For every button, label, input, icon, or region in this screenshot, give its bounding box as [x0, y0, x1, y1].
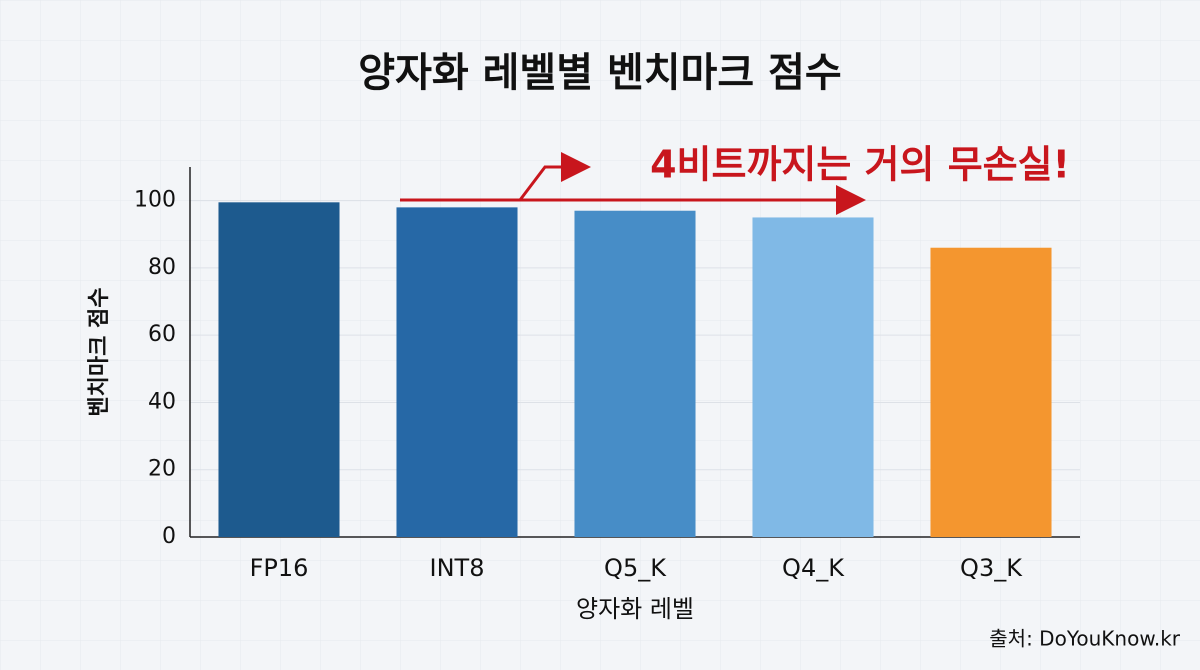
y-tick-label: 60 — [148, 322, 176, 347]
y-tick-label: 80 — [148, 255, 176, 280]
bar — [396, 207, 518, 537]
y-tick-label: 40 — [148, 389, 176, 414]
y-axis-label: 벤치마크 점수 — [87, 287, 112, 416]
x-tick-label: Q5_K — [604, 554, 667, 582]
x-tick-label: Q3_K — [960, 554, 1023, 582]
y-tick-label: 0 — [162, 524, 176, 549]
bar — [574, 210, 696, 537]
annotation: 4비트까지는 거의 무손실! — [650, 143, 1070, 187]
x-tick-label: INT8 — [430, 554, 485, 582]
plot: 0 20 40 60 80 100 FP16 INT8 Q5_K Q4_K Q3_K — [134, 167, 1080, 582]
chart-title: 양자화 레벨별 벤치마크 점수 — [358, 50, 841, 96]
x-tick-label: Q4_K — [782, 554, 845, 582]
annotation-arrow — [518, 152, 591, 201]
bar — [752, 217, 874, 538]
source: 출처: DoYouKnow.kr — [989, 627, 1180, 651]
bar — [930, 247, 1052, 537]
y-tick-label: 100 — [134, 188, 176, 213]
x-axis-label: 양자화 레벨 — [576, 595, 694, 623]
x-tick-label: FP16 — [250, 554, 309, 582]
y-tick-label: 20 — [148, 457, 176, 482]
bar — [218, 202, 340, 537]
